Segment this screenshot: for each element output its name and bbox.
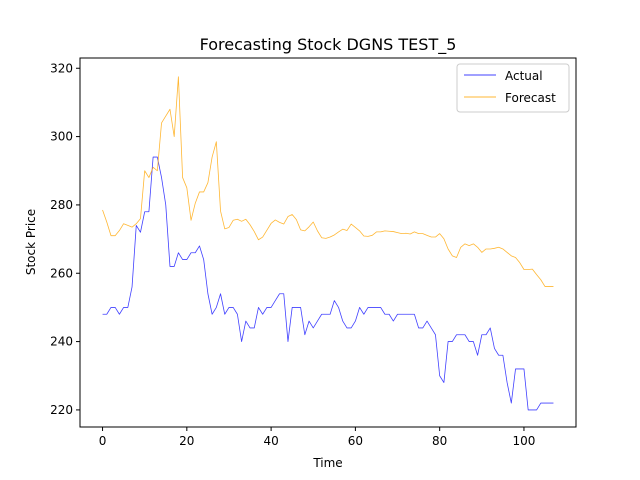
- series-line-forecast: [102, 76, 554, 287]
- y-axis-label: Stock Price: [24, 209, 38, 275]
- legend-box: [456, 63, 570, 113]
- x-tick-label: 80: [432, 434, 447, 448]
- y-tick-label: 220: [50, 403, 73, 417]
- x-tick-label: 40: [263, 434, 278, 448]
- x-axis: 0 20 40 60 80 100: [99, 427, 536, 448]
- plot-lines: [102, 76, 554, 411]
- legend: Actual Forecast: [456, 63, 570, 113]
- legend-label-forecast: Forecast: [505, 91, 556, 105]
- plot-frame: [79, 57, 577, 428]
- y-tick-label: 280: [50, 198, 73, 212]
- y-axis: 220 240 260 280 300 320: [50, 61, 80, 417]
- legend-label-actual: Actual: [505, 69, 543, 83]
- x-tick-label: 60: [348, 434, 363, 448]
- x-tick-label: 0: [99, 434, 107, 448]
- y-tick-label: 320: [50, 61, 73, 75]
- x-tick-label: 20: [179, 434, 194, 448]
- y-tick-label: 300: [50, 130, 73, 144]
- series-line-actual: [102, 156, 554, 411]
- x-tick-label: 100: [513, 434, 536, 448]
- y-tick-label: 260: [50, 266, 73, 280]
- x-axis-label: Time: [312, 456, 342, 470]
- chart-title: Forecasting Stock DGNS TEST_5: [200, 35, 457, 55]
- y-tick-label: 240: [50, 335, 73, 349]
